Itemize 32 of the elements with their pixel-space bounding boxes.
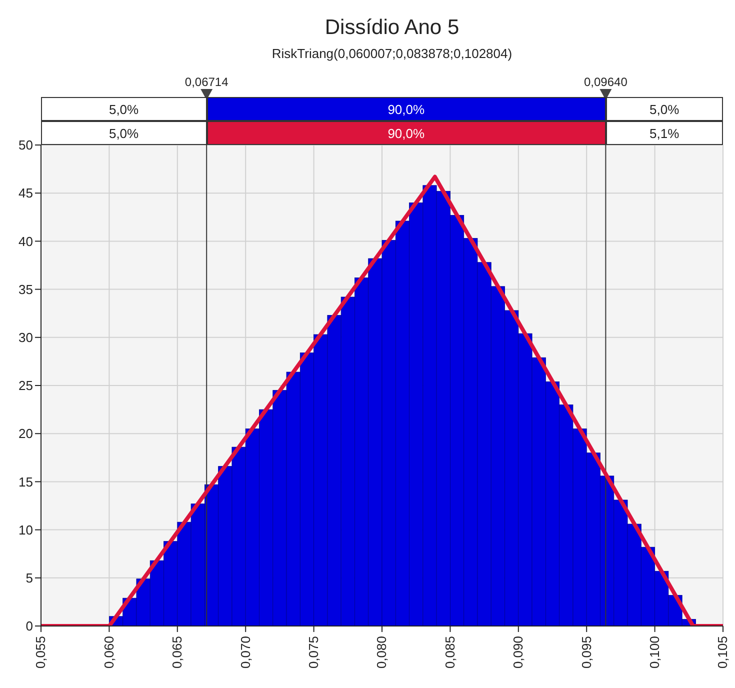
y-tick-label: 50 <box>18 138 33 153</box>
y-tick-label: 5 <box>26 570 33 586</box>
y-tick-label: 40 <box>18 234 33 249</box>
y-tick-label: 10 <box>18 522 33 538</box>
x-tick-label: 0,075 <box>306 636 322 669</box>
text: 90,0% <box>206 97 606 121</box>
x-tick-label: 0,070 <box>238 636 253 669</box>
x-tick-label: 0,065 <box>170 636 185 669</box>
text: 5,0% <box>606 97 723 121</box>
x-tick-label: 0,055 <box>33 636 48 669</box>
chart-subtitle: RiskTriang(0,060007;0,083878;0,102804) <box>270 46 514 61</box>
y-tick-label: 15 <box>18 474 33 490</box>
y-tick-label: 25 <box>18 378 33 394</box>
ref-line-label: 0,09640 <box>584 75 628 89</box>
x-tick-label: 0,080 <box>374 636 390 669</box>
ref-line-label: 0,06714 <box>184 75 229 89</box>
y-tick-label: 30 <box>18 330 33 346</box>
x-tick-label: 0,100 <box>647 636 662 669</box>
text: 90,0% <box>206 121 606 145</box>
text: 5,0% <box>41 121 207 145</box>
y-tick-label: 20 <box>18 426 33 442</box>
text: 5,1% <box>606 121 723 145</box>
y-tick-label: 45 <box>18 186 33 201</box>
chart-title: Dissídio Ano 5 <box>324 16 460 40</box>
y-tick-label: 0 <box>26 618 33 634</box>
x-tick-label: 0,060 <box>101 636 116 669</box>
text: 5,0% <box>41 97 207 121</box>
x-tick-label: 0,090 <box>510 636 526 669</box>
y-tick-label: 35 <box>18 282 33 297</box>
x-tick-label: 0,085 <box>442 636 458 669</box>
x-tick-label: 0,095 <box>578 636 594 669</box>
x-tick-label: 0,105 <box>715 636 730 669</box>
